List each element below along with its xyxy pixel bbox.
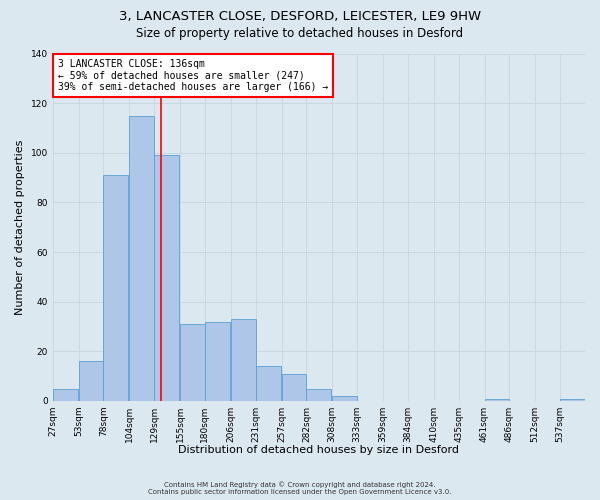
Bar (256, 366, 281, 401)
Bar (281, 374, 307, 401)
Bar (154, 156, 179, 401)
X-axis label: Distribution of detached houses by size in Desford: Distribution of detached houses by size … (178, 445, 460, 455)
Bar (560, 398, 585, 401)
Bar (129, 116, 154, 401)
Bar (180, 324, 205, 401)
Text: 3, LANCASTER CLOSE, DESFORD, LEICESTER, LE9 9HW: 3, LANCASTER CLOSE, DESFORD, LEICESTER, … (119, 10, 481, 23)
Bar (53, 388, 77, 401)
Bar (103, 175, 128, 401)
Text: Size of property relative to detached houses in Desford: Size of property relative to detached ho… (136, 28, 464, 40)
Text: Contains HM Land Registry data © Crown copyright and database right 2024.
Contai: Contains HM Land Registry data © Crown c… (148, 482, 452, 495)
Bar (485, 398, 509, 401)
Bar (307, 388, 331, 401)
Bar (231, 319, 256, 401)
Y-axis label: Number of detached properties: Number of detached properties (15, 140, 25, 315)
Text: 3 LANCASTER CLOSE: 136sqm
← 59% of detached houses are smaller (247)
39% of semi: 3 LANCASTER CLOSE: 136sqm ← 59% of detac… (58, 59, 328, 92)
Bar (332, 396, 357, 401)
Bar (79, 362, 103, 401)
Bar (205, 322, 230, 401)
